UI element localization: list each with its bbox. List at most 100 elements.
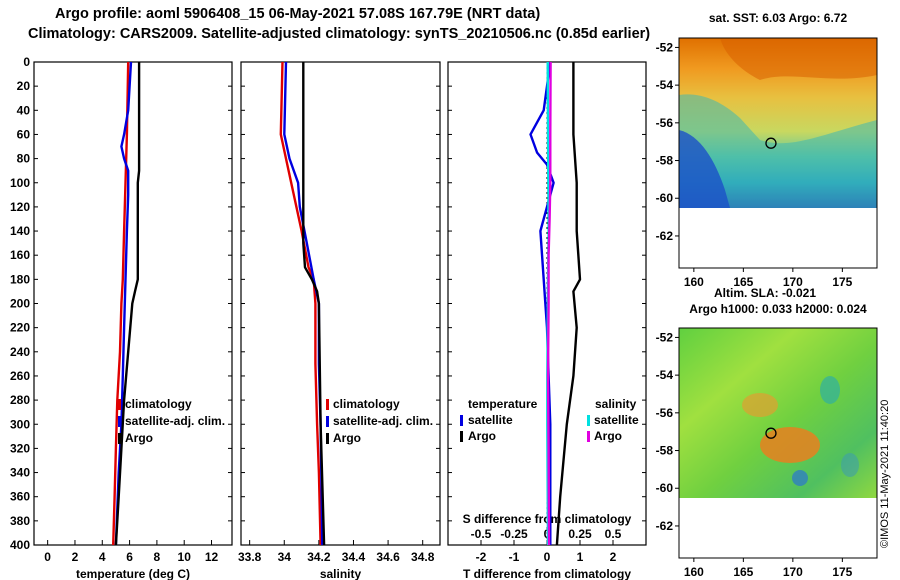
x2-tick-label: -0.25 (500, 527, 528, 541)
legend-swatch (118, 433, 121, 444)
legend-swatch (118, 416, 121, 427)
map-lon-label: 170 (783, 275, 803, 289)
map-frame (678, 327, 878, 559)
map-subtitle: Argo h1000: 0.033 h2000: 0.024 (689, 302, 867, 316)
map-lat-label: -58 (656, 444, 674, 458)
depth-tick-label: 140 (10, 224, 30, 238)
legend-label: climatology (333, 397, 400, 411)
depth-tick-label: 400 (10, 538, 30, 552)
depth-tick-label: 360 (10, 490, 30, 504)
x-tick-label: 6 (126, 550, 133, 564)
series-line-Argo (114, 62, 141, 546)
depth-tick-label: 320 (10, 441, 30, 455)
sla-high-anomaly (760, 427, 820, 463)
x-axis-label: salinity (320, 567, 362, 580)
x-axis-label: T difference from climatology (463, 567, 631, 580)
series-line-temperature-Argo (555, 62, 582, 546)
map-lat-label: -60 (656, 191, 674, 205)
map-lon-label: 165 (733, 565, 753, 579)
credit-label: ©IMOS 11-May-2021 11:40:20 (879, 399, 891, 548)
x-tick-label: 12 (205, 550, 219, 564)
depth-tick-label: 380 (10, 514, 30, 528)
x-tick-label: 0 (544, 550, 551, 564)
x-tick-label: 34 (278, 550, 292, 564)
depth-tick-label: 40 (17, 103, 31, 117)
sla-high-anomaly (742, 393, 778, 417)
map-lat-label: -52 (656, 330, 674, 344)
legend-label: climatology (125, 397, 192, 411)
legend-label: satellite (468, 413, 513, 427)
map-title: Altim. SLA: -0.021 (714, 286, 816, 300)
map-lat-label: -52 (656, 40, 674, 54)
map-lat-label: -62 (656, 229, 674, 243)
map-lon-label: 170 (783, 565, 803, 579)
sst-coldest-region (679, 130, 730, 208)
depth-tick-label: 280 (10, 393, 30, 407)
x-tick-label: 8 (154, 550, 161, 564)
legend-title-salinity: salinity (595, 397, 637, 411)
depth-tick-label: 340 (10, 466, 30, 480)
legend-swatch (460, 431, 463, 442)
depth-tick-label: 20 (17, 79, 31, 93)
x-tick-label: -1 (509, 550, 520, 564)
map-title: sat. SST: 6.03 Argo: 6.72 (709, 11, 848, 25)
legend-swatch (326, 416, 329, 427)
sst-cold-region (679, 94, 877, 208)
x2-tick-label: -0.5 (471, 527, 492, 541)
sla-low-anomaly (841, 453, 859, 477)
map-lon-label: 160 (684, 275, 704, 289)
legend-swatch (326, 399, 329, 410)
depth-tick-label: 0 (23, 55, 30, 69)
title-line1: Argo profile: aoml 5906408_15 06-May-202… (55, 6, 541, 22)
x-tick-label: 34.8 (411, 550, 435, 564)
legend-swatch (587, 431, 590, 442)
x-tick-label: 4 (99, 550, 106, 564)
legend-swatch (326, 433, 329, 444)
series-line-Argo (302, 62, 326, 546)
legend-label: Argo (125, 431, 153, 445)
x-tick-label: 2 (610, 550, 617, 564)
sla-low-anomaly (792, 470, 808, 486)
series-line-climatology (279, 61, 322, 546)
legend-label: Argo (594, 429, 622, 443)
x-tick-label: 34.2 (307, 550, 331, 564)
sla-low-anomaly (820, 376, 840, 404)
x2-tick-label: 0.5 (605, 527, 622, 541)
legend-label: satellite (594, 413, 639, 427)
x-tick-label: 2 (72, 550, 79, 564)
map-lon-label: 175 (832, 275, 852, 289)
map-lat-label: -56 (656, 116, 674, 130)
map-lon-label: 165 (733, 275, 753, 289)
map-lat-label: -60 (656, 481, 674, 495)
argo-float-marker (765, 137, 777, 149)
legend-swatch (460, 415, 463, 426)
x-axis-label: temperature (deg C) (76, 567, 190, 580)
map-lat-label: -58 (656, 154, 674, 168)
depth-tick-label: 120 (10, 200, 30, 214)
depth-tick-label: 160 (10, 248, 30, 262)
map-lat-label: -62 (656, 519, 674, 533)
series-line-satellite-adj-clim (114, 61, 133, 546)
map-lat-label: -54 (656, 368, 674, 382)
x-tick-label: 33.8 (238, 550, 262, 564)
legend-label: Argo (333, 431, 361, 445)
depth-tick-label: 260 (10, 369, 30, 383)
series-line-temperature-satellite (529, 61, 555, 545)
title-line2: Climatology: CARS2009. Satellite-adjuste… (28, 26, 651, 42)
map-lat-label: -54 (656, 78, 674, 92)
map-lon-label: 160 (684, 565, 704, 579)
map-lat-label: -56 (656, 406, 674, 420)
x2-tick-label: 0.25 (568, 527, 592, 541)
argo-float-marker (765, 427, 777, 439)
legend-swatch (587, 415, 590, 426)
legend-label: satellite-adj. clim. (333, 414, 433, 428)
legend-title-temperature: temperature (468, 397, 538, 411)
sst-warm-region (720, 38, 877, 80)
legend-label: Argo (468, 429, 496, 443)
x-tick-label: 34.4 (342, 550, 366, 564)
x-tick-label: 0 (44, 550, 51, 564)
depth-tick-label: 200 (10, 297, 30, 311)
depth-tick-label: 180 (10, 272, 30, 286)
